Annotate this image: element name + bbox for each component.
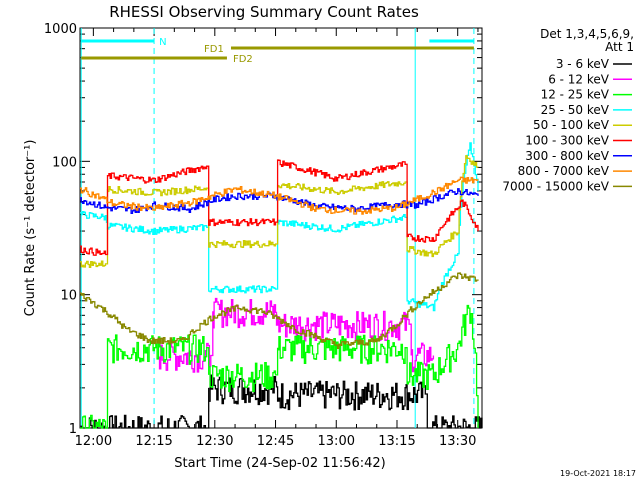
- series-line: [80, 304, 479, 429]
- x-tick-label: 12:15: [135, 434, 172, 449]
- chart-title: RHESSI Observing Summary Count Rates: [109, 3, 419, 21]
- legend-entry-label: 6 - 12 keV: [548, 72, 610, 86]
- y-tick-label: 1: [69, 422, 77, 437]
- series-line: [80, 374, 483, 429]
- legend-entry-label: 7000 - 15000 keV: [502, 179, 609, 193]
- x-tick-label: 13:30: [439, 434, 476, 449]
- plot-area: 1 10 100 1000 12:00 12:15 12:30 12:45 13:00 13:15…: [44, 22, 483, 449]
- y-tick-label: 1000: [44, 22, 77, 37]
- x-tick-label: 13:00: [318, 434, 355, 449]
- legend-entry-label: 300 - 800 keV: [525, 149, 609, 163]
- legend-entry-label: 100 - 300 keV: [525, 134, 609, 148]
- series-line: [80, 159, 479, 256]
- legend-entry-label: 12 - 25 keV: [541, 88, 610, 102]
- mode-bar-label: FD2: [233, 54, 253, 65]
- series-line: [80, 142, 479, 312]
- legend-header: Det 1,3,4,5,6,9,: [540, 27, 634, 41]
- series-line: [80, 176, 479, 215]
- mode-bar-label: FD1: [204, 44, 224, 55]
- series-line: [80, 272, 479, 349]
- mode-bar-label: N: [159, 37, 166, 48]
- y-tick-label: 10: [60, 289, 77, 304]
- series-line: [80, 155, 479, 269]
- legend-entry-label: 50 - 100 keV: [533, 118, 610, 132]
- legend-entry-label: 800 - 7000 keV: [518, 164, 610, 178]
- series-line: [158, 297, 435, 373]
- legend-header: Att 1: [605, 40, 634, 54]
- x-axis-label: Start Time (24-Sep-02 11:56:42): [174, 456, 385, 471]
- y-tick-label: 100: [52, 155, 77, 170]
- x-tick-label: 12:30: [196, 434, 233, 449]
- x-tick-label: 12:00: [75, 434, 112, 449]
- x-tick-label: 12:45: [257, 434, 294, 449]
- y-axis-label: Count Rate (s⁻¹ detector⁻¹): [23, 140, 38, 317]
- legend-entry-label: 25 - 50 keV: [541, 103, 610, 117]
- x-tick-label: 13:15: [378, 434, 415, 449]
- legend-entry-label: 3 - 6 keV: [556, 57, 610, 71]
- plot-frame: [79, 27, 483, 429]
- footer-date: 19-Oct-2021 18:17: [560, 469, 636, 478]
